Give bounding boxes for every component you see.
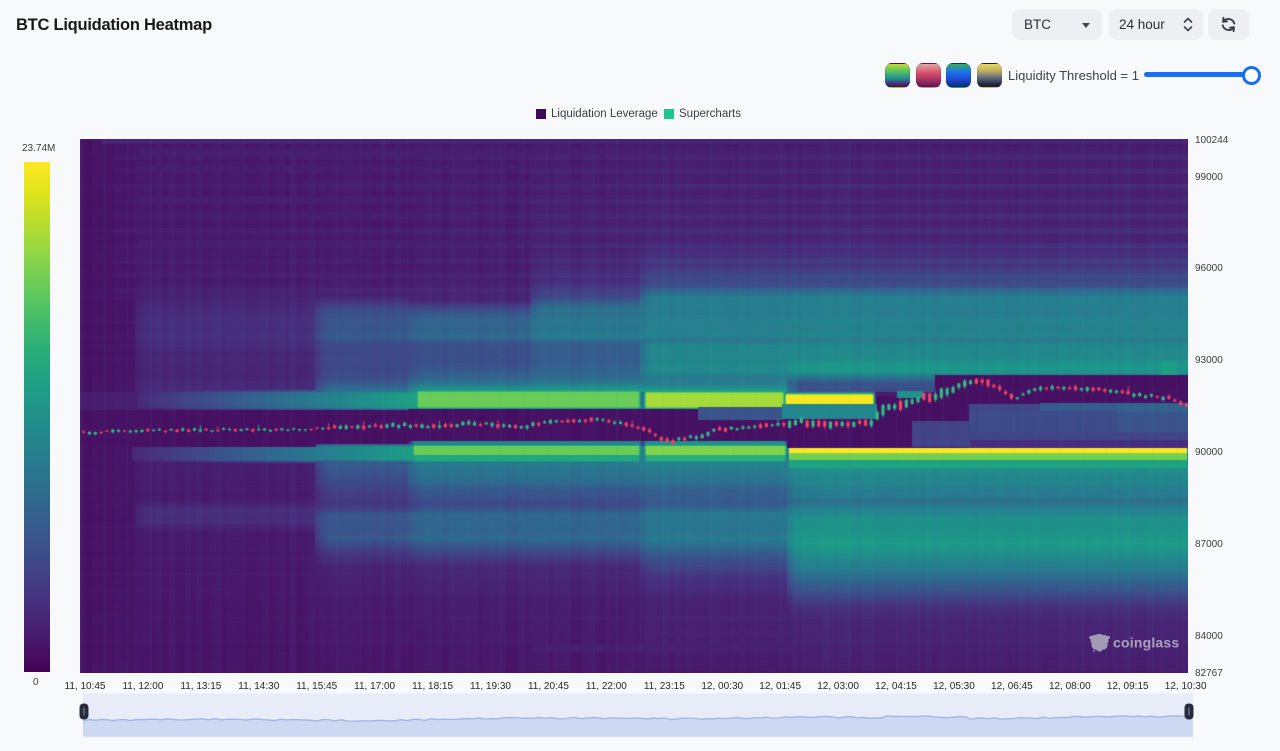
svg-text:coinglass: coinglass — [1113, 635, 1179, 651]
